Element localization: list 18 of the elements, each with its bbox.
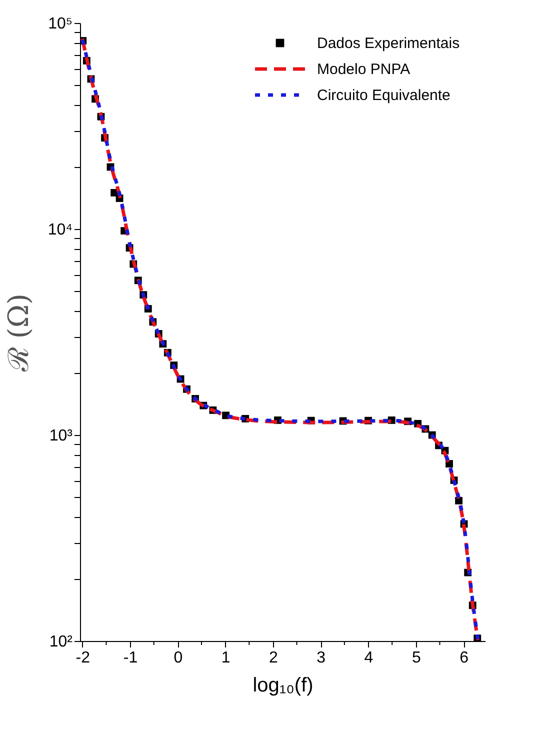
x-tick-label: 4: [364, 650, 374, 666]
legend-label: Dados Experimentais: [317, 35, 460, 52]
legend-label: Circuito Equivalente: [317, 87, 450, 104]
x-tick-label: 5: [412, 650, 421, 666]
x-tick-label: -2: [76, 650, 90, 666]
y-tick-label: 10⁴: [48, 222, 73, 238]
y-tick-label: 10⁵: [48, 16, 72, 32]
legend-label: Modelo PNPA: [317, 61, 410, 78]
y-axis-title: ℛ (Ω): [2, 294, 35, 372]
x-tick-label: 3: [316, 650, 326, 666]
x-tick-label: -1: [123, 650, 138, 666]
x-axis-title: log₁₀(f): [252, 674, 314, 696]
x-tick-label: 2: [269, 650, 278, 666]
y-tick-label: 10²: [49, 634, 74, 650]
x-tick-label: 0: [174, 650, 183, 666]
x-tick-label: 6: [460, 650, 469, 666]
y-tick-label: 10³: [49, 428, 74, 444]
x-tick-label: 1: [221, 650, 230, 666]
